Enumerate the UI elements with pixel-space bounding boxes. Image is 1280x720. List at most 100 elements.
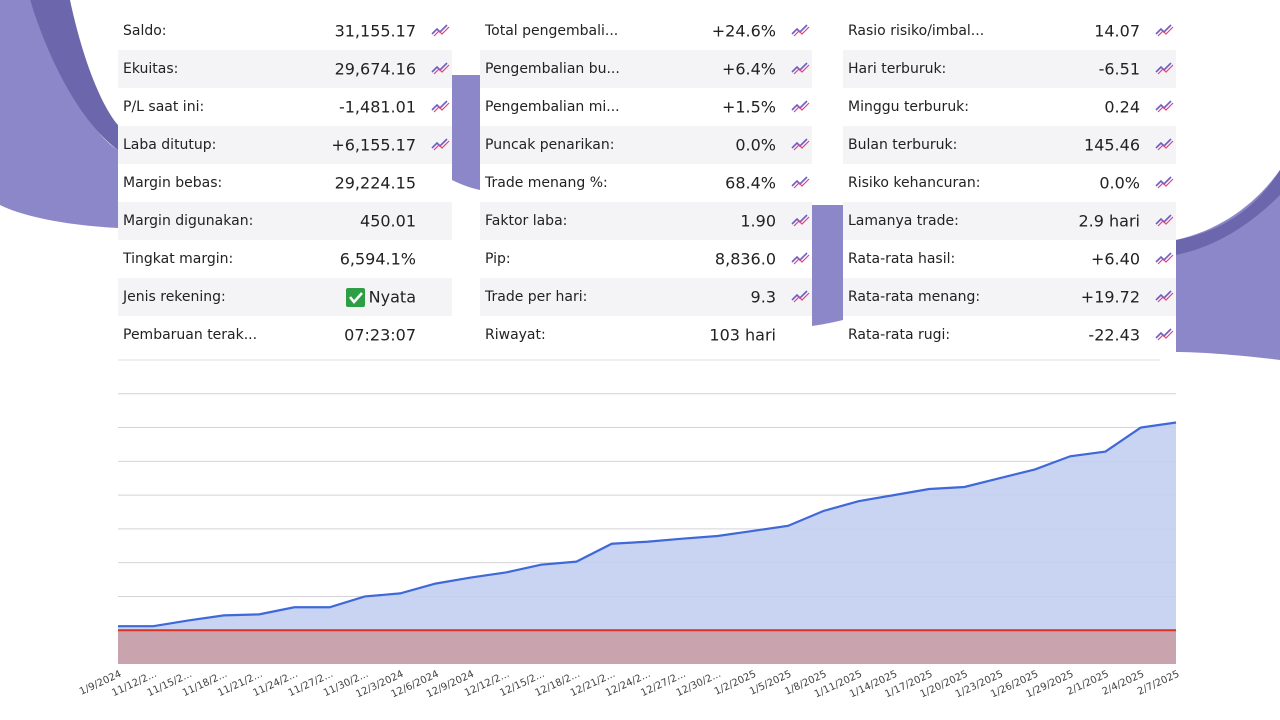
stat-value: 29,674.16 xyxy=(335,60,416,79)
row-background xyxy=(843,126,1176,164)
stat-value: 8,836.0 xyxy=(715,250,776,269)
chart-icon xyxy=(433,140,450,151)
chart-icon xyxy=(791,138,808,149)
row-background xyxy=(480,126,812,164)
chart-icon xyxy=(791,100,808,111)
below-baseline-area xyxy=(118,630,1176,664)
chart-icon xyxy=(791,214,808,225)
chart-icon xyxy=(1157,254,1174,265)
stat-value: 68.4% xyxy=(725,174,776,193)
chart-icon xyxy=(1155,252,1172,263)
stats: Saldo: 31,155.17 Ekuitas: 29,674.16 P/L saat… xyxy=(118,22,1176,345)
chart-icon xyxy=(791,252,808,263)
check-icon xyxy=(346,288,365,307)
stat-label: Saldo: xyxy=(123,23,167,39)
stat-value: 9.3 xyxy=(751,288,776,307)
chart-icon xyxy=(791,24,808,35)
chart-icon xyxy=(793,102,810,113)
row-background xyxy=(118,126,452,164)
area-fill xyxy=(118,422,1176,631)
chart-icon xyxy=(1155,62,1172,73)
row-background xyxy=(843,50,1176,88)
chart-icon xyxy=(791,62,808,73)
stat-value: +19.72 xyxy=(1081,288,1140,307)
stat-label: Risiko kehancuran: xyxy=(848,175,980,191)
chart-icon xyxy=(433,26,450,37)
decoration xyxy=(812,205,843,326)
chart-icon xyxy=(793,140,810,151)
chart-icon xyxy=(791,290,808,301)
decoration xyxy=(30,0,118,150)
stat-value: 6,594.1% xyxy=(340,250,416,269)
stat-value: Nyata xyxy=(369,288,416,307)
row-background xyxy=(480,50,812,88)
stat-value: 1.90 xyxy=(740,212,776,231)
stat-label: Minggu terburuk: xyxy=(848,99,969,115)
stat-value: 31,155.17 xyxy=(335,22,416,41)
chart-icon xyxy=(431,100,448,111)
stat-value: 14.07 xyxy=(1094,22,1140,41)
chart-icon xyxy=(433,102,450,113)
chart-icon xyxy=(1155,138,1172,149)
chart-icon xyxy=(793,254,810,265)
decoration xyxy=(452,75,480,190)
stat-value: 0.0% xyxy=(735,136,776,155)
stat-value: -1,481.01 xyxy=(339,98,416,117)
stat-value: 145.46 xyxy=(1084,136,1140,155)
stat-label: Hari terburuk: xyxy=(848,61,946,77)
chart-icon xyxy=(1155,214,1172,225)
line xyxy=(118,421,1177,628)
stat-label: Bulan terburuk: xyxy=(848,137,957,153)
chart-icon xyxy=(1157,102,1174,113)
stat-label: Tingkat margin: xyxy=(122,251,233,267)
stat-value: -6.51 xyxy=(1099,60,1140,79)
stat-label: Laba ditutup: xyxy=(123,137,216,153)
chart-icon xyxy=(1155,24,1172,35)
stat-label: Pembaruan terak... xyxy=(123,327,257,343)
check-mark xyxy=(349,292,363,304)
chart-icon xyxy=(793,292,810,303)
decoration xyxy=(0,0,118,228)
chart-icon xyxy=(1157,140,1174,151)
chart-icon xyxy=(793,178,810,189)
chart-icon xyxy=(1157,330,1174,341)
chart-icon xyxy=(433,64,450,75)
chart-icon xyxy=(793,26,810,37)
row-background xyxy=(118,202,452,240)
stat-value: 2.9 hari xyxy=(1079,212,1141,231)
row-background xyxy=(480,278,812,316)
row-background xyxy=(480,202,812,240)
stat-label: Rata-rata hasil: xyxy=(848,251,955,267)
stat-label: Faktor laba: xyxy=(485,213,567,229)
stat-value: 103 hari xyxy=(709,326,776,345)
stat-value: +6.40 xyxy=(1091,250,1140,269)
chart-icon xyxy=(1157,64,1174,75)
stat-label: Total pengembali... xyxy=(484,23,618,39)
chart-icon xyxy=(1157,216,1174,227)
stat-value: 450.01 xyxy=(360,212,416,231)
chart-icon xyxy=(1157,292,1174,303)
stat-label: Pengembalian mi... xyxy=(485,99,620,115)
chart-icon xyxy=(1155,290,1172,301)
stat-value: 0.0% xyxy=(1099,174,1140,193)
row-background xyxy=(843,202,1176,240)
stat-value: 29,224.15 xyxy=(335,174,416,193)
stat-label: Lamanya trade: xyxy=(848,213,959,229)
stat-label: Rata-rata rugi: xyxy=(848,327,950,343)
chart-icon xyxy=(1155,100,1172,111)
stat-label: Margin bebas: xyxy=(123,175,222,191)
chart-icon xyxy=(431,138,448,149)
chart-icon xyxy=(793,216,810,227)
stat-label: Trade per hari: xyxy=(484,289,587,305)
row-background xyxy=(118,50,452,88)
chart-icon xyxy=(1157,178,1174,189)
stat-value: +1.5% xyxy=(722,98,776,117)
stat-label: Ekuitas: xyxy=(123,61,178,77)
stat-label: Pip: xyxy=(485,251,511,267)
chart-icon xyxy=(1155,176,1172,187)
stat-value: +6.4% xyxy=(722,60,776,79)
stat-label: Pengembalian bu... xyxy=(485,61,620,77)
stat-label: Puncak penarikan: xyxy=(485,137,614,153)
stat-value: 0.24 xyxy=(1104,98,1140,117)
